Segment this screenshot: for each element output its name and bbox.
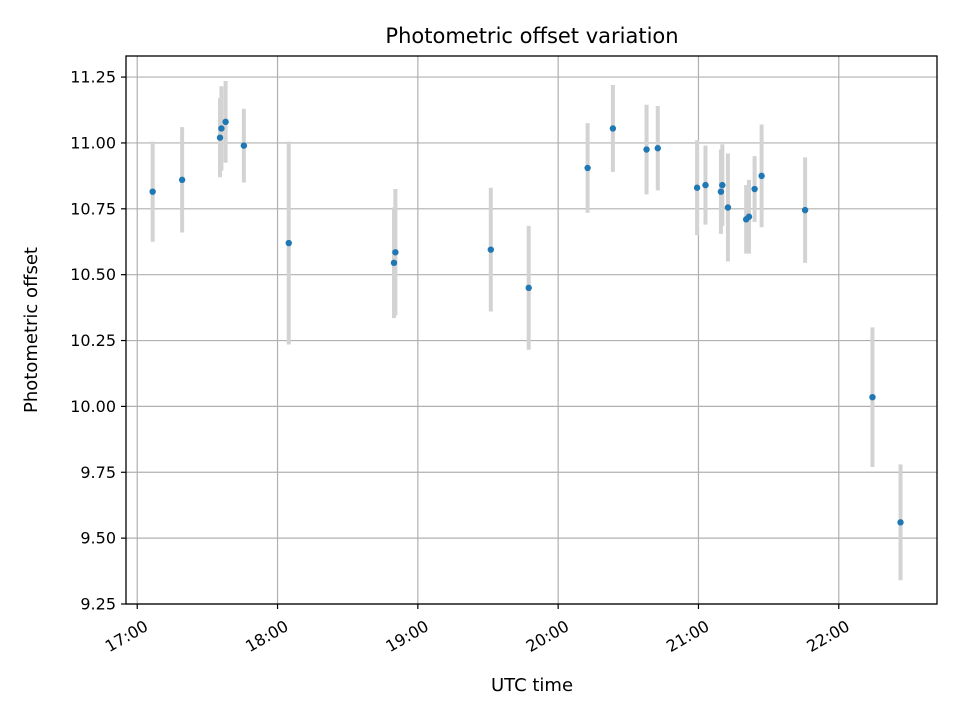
data-point: [719, 181, 726, 189]
data-point: [801, 206, 809, 214]
data-point: [745, 213, 753, 220]
data-point: [584, 164, 591, 172]
data-point: [702, 181, 709, 189]
y-axis-ticks: 9.25 9.50 9.75 10.00 10.25 10.50 10.75 11.00 11.…: [70, 68, 126, 614]
y-tick-label: 10.25: [70, 331, 116, 350]
data-point: [643, 146, 650, 153]
data-point: [240, 142, 248, 149]
data-point: [487, 246, 495, 253]
data-point: [222, 118, 229, 126]
data-point: [149, 188, 156, 195]
chart-title: Photometric offset variation: [385, 24, 678, 48]
data-point: [609, 125, 617, 132]
y-axis-title: Photometric offset: [21, 247, 42, 413]
data-point: [654, 145, 661, 152]
data-point: [525, 284, 532, 292]
plot-frame: [125, 55, 938, 605]
data-point: [724, 204, 732, 211]
data-point: [693, 184, 701, 191]
data-point: [390, 259, 398, 267]
data-point: [869, 393, 876, 401]
y-tick-label: 9.75: [80, 463, 116, 482]
y-tick-label: 10.75: [70, 199, 116, 218]
data-point: [218, 125, 225, 132]
data-point: [285, 239, 292, 247]
x-axis-title: UTC time: [491, 675, 573, 696]
y-tick-label: 10.50: [70, 265, 116, 284]
data-point: [392, 249, 399, 256]
data-point: [178, 176, 186, 184]
y-tick-label: 10.00: [70, 397, 116, 416]
data-points: [149, 118, 904, 526]
y-tick-label: 9.25: [80, 595, 116, 614]
data-point: [216, 134, 224, 141]
data-point: [751, 185, 758, 193]
y-tick-label: 11.00: [70, 133, 116, 152]
data-point: [717, 188, 725, 195]
y-tick-label: 9.50: [80, 529, 116, 548]
y-tick-label: 11.25: [70, 68, 116, 87]
data-point: [897, 519, 904, 526]
grid: [126, 56, 937, 605]
data-point: [758, 172, 765, 180]
